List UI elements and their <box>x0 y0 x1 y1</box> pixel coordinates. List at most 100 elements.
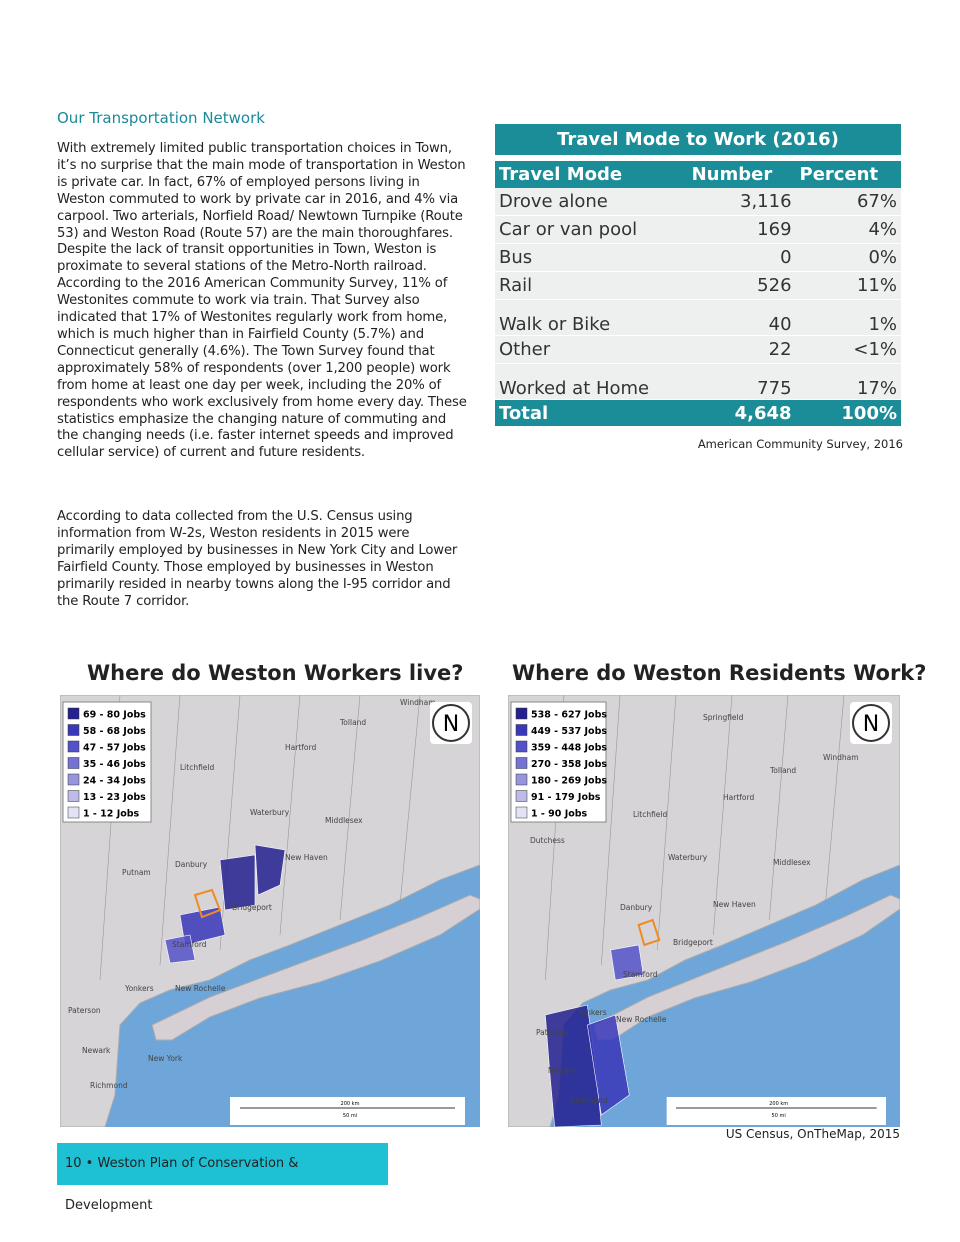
table-row: Other 22 <1% <box>495 335 901 364</box>
table-row: Rail 526 11% <box>495 271 901 300</box>
legend-swatch <box>515 757 528 769</box>
footer: 10 • Weston Plan of Conservation & Devel… <box>57 1143 388 1213</box>
legend-label: 13 - 23 Jobs <box>83 792 146 803</box>
legend-label: 58 - 68 Jobs <box>83 726 146 737</box>
place-label: Litchfield <box>180 763 215 772</box>
table-row: Car or van pool 169 4% <box>495 215 901 244</box>
paragraph: According to data collected from the U.S… <box>57 509 458 609</box>
legend-swatch <box>515 806 528 819</box>
column-header: Number <box>687 161 796 188</box>
column-header: Travel Mode <box>495 161 688 188</box>
table-cell: 1% <box>795 299 901 336</box>
table-cell: Drove alone <box>495 188 688 216</box>
place-label: Putnam <box>122 868 151 877</box>
legend-swatch <box>515 740 528 753</box>
map-title: Where do Weston Residents Work? <box>512 661 927 685</box>
table-cell: 775 <box>687 363 796 400</box>
place-label: Richmond <box>570 1096 608 1105</box>
legend-label: 1 - 12 Jobs <box>83 809 140 820</box>
long-island <box>151 894 480 1041</box>
table-cell: 11% <box>795 271 901 300</box>
table-row: Drove alone 3,116 67% <box>495 188 901 216</box>
compass <box>430 702 472 744</box>
table-row: Walk or Bike 40 1% <box>495 299 901 336</box>
compass-label: N <box>443 712 459 737</box>
job-area <box>586 1014 630 1116</box>
county-line <box>279 695 301 936</box>
place-label: Newark <box>548 1066 577 1075</box>
place-label: Richmond <box>90 1081 128 1090</box>
place-label: Paterson <box>536 1028 569 1037</box>
paragraph: With extremely limited public transporta… <box>57 141 467 461</box>
place-label: Tolland <box>769 766 796 775</box>
place-label: Hartford <box>285 743 316 752</box>
place-label: Windham <box>823 753 859 762</box>
map-title: Where do Weston Workers live? <box>87 661 464 685</box>
compass-ring <box>852 704 890 742</box>
table-cell: 3,116 <box>687 188 796 216</box>
map: 538 - 627 Jobs 449 - 537 Jobs 359 - 448 Jo… <box>508 695 900 1127</box>
place-label: Danbury <box>175 860 208 869</box>
job-area <box>545 1004 602 1127</box>
legend-swatch <box>67 740 80 753</box>
place-label: Tolland <box>339 718 366 727</box>
job-area <box>179 906 226 946</box>
column-header: Percent <box>795 161 901 188</box>
scale-label: 50 mi <box>772 1113 786 1119</box>
table-cell: 40 <box>687 299 796 336</box>
legend-swatch <box>67 806 80 819</box>
map: 69 - 80 Jobs 58 - 68 Jobs 47 - 57 Jobs 35 -… <box>60 695 480 1127</box>
compass-label: N <box>863 712 879 737</box>
place-label: Litchfield <box>633 810 668 819</box>
legend-swatch <box>67 790 80 802</box>
table-cell: 169 <box>687 215 796 244</box>
place-label: Windham <box>400 698 436 707</box>
compass-ring <box>432 704 470 742</box>
place-label: New Haven <box>285 853 328 862</box>
table-cell: 526 <box>687 271 796 300</box>
table-cell: 67% <box>795 188 901 216</box>
place-label: Middlesex <box>325 816 363 825</box>
table-cell: Other <box>495 335 688 364</box>
place-label: Springfield <box>703 713 744 722</box>
place-label: Yonkers <box>124 984 154 993</box>
weston-outline <box>193 888 222 919</box>
long-island <box>593 894 900 1041</box>
place-label: Newark <box>82 1046 111 1055</box>
legend-label: 270 - 358 Jobs <box>531 759 607 770</box>
table-row: Worked at Home 775 17% <box>495 363 901 400</box>
legend-swatch <box>515 790 528 802</box>
county-line <box>219 695 241 951</box>
scale-box <box>230 1097 465 1125</box>
section-heading: Our Transportation Network <box>57 109 265 127</box>
scale-label: 200 km <box>341 1101 360 1107</box>
legend-label: 359 - 448 Jobs <box>531 743 607 754</box>
place-label: New Haven <box>713 900 756 909</box>
county-line <box>601 695 621 966</box>
legend-swatch <box>515 773 528 786</box>
legend-label: 1 - 90 Jobs <box>531 809 588 820</box>
place-label: New Rochelle <box>175 984 226 993</box>
scale-box <box>666 1097 886 1125</box>
table-cell: 22 <box>687 335 796 364</box>
county-line <box>713 695 733 936</box>
county-line <box>159 695 181 966</box>
place-label: Middlesex <box>773 858 811 867</box>
table-cell: 0% <box>795 243 901 272</box>
table-cell: Total <box>495 399 688 426</box>
place-label: New York <box>148 1054 183 1063</box>
scale-label: 200 km <box>769 1101 788 1107</box>
place-label: Paterson <box>68 1006 101 1015</box>
place-label: Dutchess <box>530 836 565 845</box>
legend-label: 180 - 269 Jobs <box>531 776 607 787</box>
legend-swatch <box>67 773 80 786</box>
county-line <box>657 695 677 951</box>
legend-label: 35 - 46 Jobs <box>83 759 146 770</box>
legend-swatch <box>67 707 80 720</box>
table-cell: 4,648 <box>687 399 796 426</box>
place-label: Stamford <box>623 970 658 979</box>
legend-label: 91 - 179 Jobs <box>531 792 601 803</box>
table-cell: 100% <box>795 399 901 426</box>
